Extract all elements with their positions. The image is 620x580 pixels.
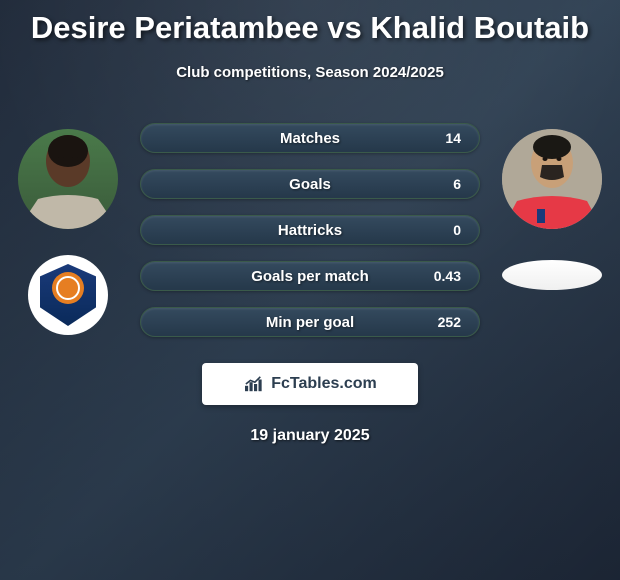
stat-label: Hattricks <box>278 222 342 239</box>
stat-label: Min per goal <box>266 314 354 331</box>
stat-right-value: 14 <box>421 130 461 146</box>
stat-label: Matches <box>280 130 340 147</box>
brand-badge[interactable]: FcTables.com <box>202 363 418 405</box>
stat-row: Hattricks 0 <box>140 215 480 245</box>
subtitle: Club competitions, Season 2024/2025 <box>0 64 620 81</box>
stat-row: Matches 14 <box>140 123 480 153</box>
stat-right-value: 0 <box>421 222 461 238</box>
shield-icon <box>40 264 96 326</box>
stat-row: Goals 6 <box>140 169 480 199</box>
player-right-silhouette-icon <box>502 129 602 229</box>
player-left-avatar <box>18 129 118 229</box>
team-right-logo <box>502 260 602 290</box>
stat-label: Goals per match <box>251 268 369 285</box>
date-text: 19 january 2025 <box>0 427 620 445</box>
chart-icon <box>243 375 265 393</box>
player-left-column <box>18 123 118 335</box>
player-right-avatar <box>502 129 602 229</box>
player-left-silhouette-icon <box>18 129 118 229</box>
stats-list: Matches 14 Goals 6 Hattricks 0 Goals per… <box>140 123 480 337</box>
stat-label: Goals <box>289 176 331 193</box>
stats-wrapper: Matches 14 Goals 6 Hattricks 0 Goals per… <box>0 123 620 337</box>
page-title: Desire Periatambee vs Khalid Boutaib <box>0 10 620 46</box>
brand-text: FcTables.com <box>271 375 377 393</box>
team-left-logo <box>28 255 108 335</box>
stat-right-value: 0.43 <box>421 268 461 284</box>
stat-row: Goals per match 0.43 <box>140 261 480 291</box>
stat-row: Min per goal 252 <box>140 307 480 337</box>
stat-right-value: 6 <box>421 176 461 192</box>
player-right-column <box>502 123 602 290</box>
stat-right-value: 252 <box>421 314 461 330</box>
